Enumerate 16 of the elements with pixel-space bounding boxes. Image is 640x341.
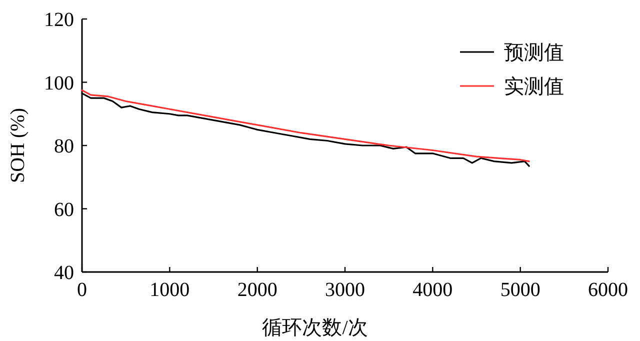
x-tick-label: 1000 <box>150 279 190 301</box>
x-tick-label: 4000 <box>412 279 453 301</box>
x-tick-label: 0 <box>77 279 87 301</box>
x-tick-label: 5000 <box>500 279 540 301</box>
x-tick-label: 6000 <box>588 279 628 301</box>
y-tick-label: 80 <box>54 136 74 158</box>
y-tick-label: 40 <box>54 262 74 284</box>
y-tick-label: 100 <box>44 72 74 94</box>
legend-label: 实测值 <box>504 76 564 98</box>
legend-label: 预测值 <box>504 42 564 64</box>
y-tick-label: 120 <box>44 9 74 31</box>
y-axis-title: SOH (%) <box>7 108 29 183</box>
x-tick-label: 3000 <box>325 279 365 301</box>
y-tick-label: 60 <box>54 198 74 221</box>
x-axis-title: 循环次数/次 <box>262 317 368 339</box>
x-tick-label: 2000 <box>237 279 278 301</box>
